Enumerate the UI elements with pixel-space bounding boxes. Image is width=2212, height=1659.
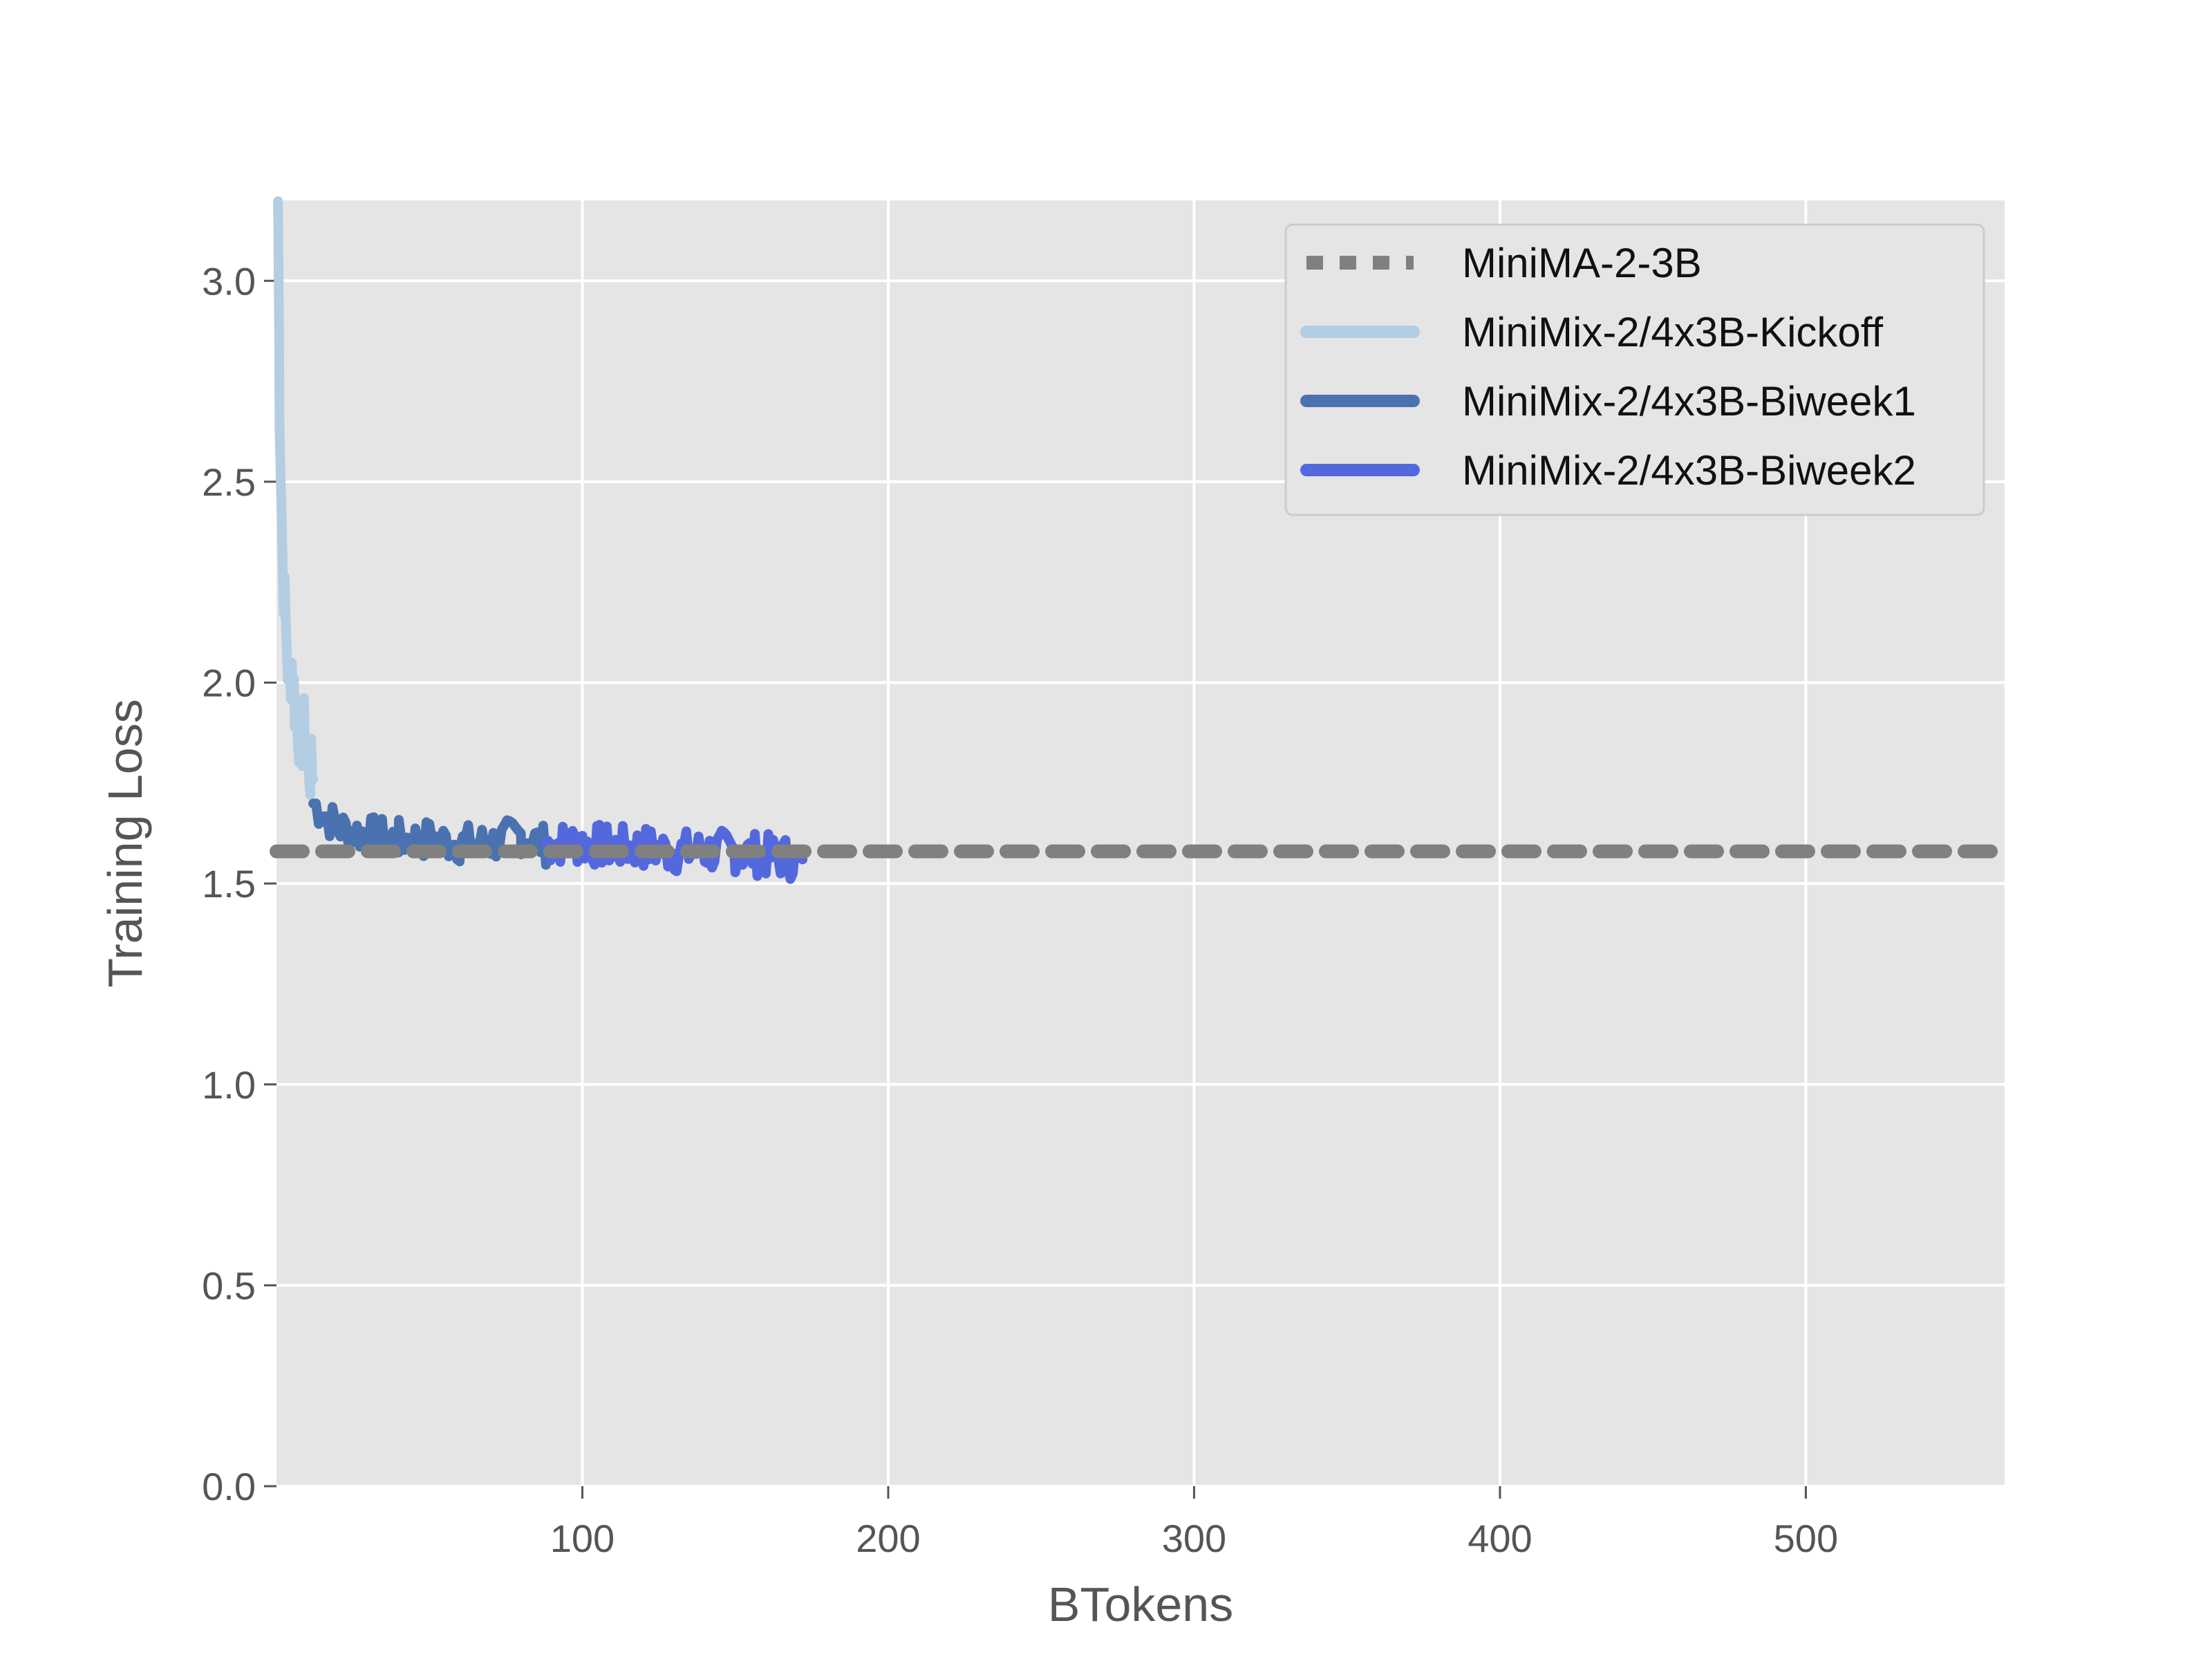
x-tick-label: 400 <box>1468 1517 1532 1560</box>
series-line-minimix-2-4x3b-biweek2 <box>541 820 808 884</box>
y-tick-label: 2.5 <box>202 460 256 504</box>
series-line-minimix-2-4x3b-kickoff <box>273 196 319 800</box>
legend-entry-label: MiniMix-2/4x3B-Kickoff <box>1462 309 1883 355</box>
grid-lines <box>276 200 2005 1488</box>
x-axis-label: BTokens <box>1048 1577 1233 1631</box>
legend: MiniMA-2-3B MiniMix-2/4x3B-Kickoff MiniMix… <box>1284 223 1985 516</box>
axis-ticks: 0.0 0.5 1.0 1.5 2.0 2.5 3.0 100 200 300 400 500 <box>202 259 1838 1560</box>
x-tick-label: 100 <box>550 1517 615 1560</box>
y-axis-label: Training Loss <box>98 699 152 988</box>
legend-entry-label: MiniMA-2-3B <box>1462 240 1702 286</box>
y-tick-label: 3.0 <box>202 259 256 303</box>
x-tick-label: 200 <box>856 1517 920 1560</box>
series-layer <box>270 196 2012 884</box>
y-tick-label: 1.5 <box>202 862 256 906</box>
legend-box <box>1284 223 1985 516</box>
legend-entry-label: MiniMix-2/4x3B-Biweek1 <box>1462 378 1916 424</box>
legend-entry-label: MiniMix-2/4x3B-Biweek2 <box>1462 447 1916 494</box>
x-tick-label: 300 <box>1162 1517 1226 1560</box>
y-tick-label: 1.0 <box>202 1063 256 1107</box>
y-tick-label: 2.0 <box>202 662 256 705</box>
x-tick-label: 500 <box>1774 1517 1838 1560</box>
y-tick-label: 0.5 <box>202 1264 256 1307</box>
y-tick-label: 0.0 <box>202 1465 256 1508</box>
